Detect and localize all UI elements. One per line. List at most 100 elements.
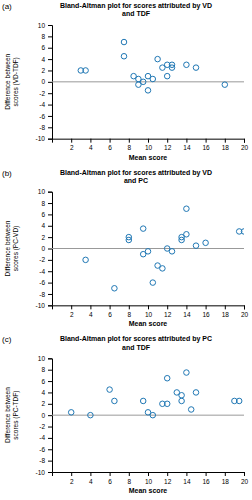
x-tick-label: 16 — [202, 478, 210, 485]
x-tick-label: 8 — [127, 478, 131, 485]
text-line: Bland-Altman plot for scores attributed … — [60, 2, 212, 10]
x-tick-label: 4 — [89, 311, 93, 318]
y-axis-title: Difference betweenscores (VD-TDF) — [4, 54, 20, 110]
y-tick: 8 — [41, 33, 52, 40]
title: Bland-Altman plot for scores attributed … — [60, 169, 212, 184]
x-tick-mark — [186, 472, 187, 476]
y-tick-mark — [48, 59, 52, 60]
x-tick-mark — [129, 139, 130, 143]
x-tick-mark — [110, 305, 111, 309]
x-tick: 20 — [241, 139, 249, 152]
point — [179, 237, 185, 243]
chart-container: (a)Bland-Altman plot for scores attribut… — [0, 0, 252, 500]
y-tick: 2 — [41, 234, 52, 241]
x-tick: 18 — [222, 305, 230, 318]
y-tick-label: -10 — [36, 469, 46, 476]
x-axis-title: Mean score — [129, 154, 168, 161]
y-tick-label: 4 — [41, 222, 45, 229]
y-tick-mark — [48, 116, 52, 117]
y-tick: -10 — [36, 135, 52, 142]
y-tick-label: 8 — [41, 366, 45, 373]
x-tick-label: 16 — [202, 311, 210, 318]
point — [188, 407, 194, 413]
x-tick: 16 — [202, 139, 210, 152]
text-line: and TDF — [122, 10, 151, 17]
x-tick-mark — [90, 139, 91, 143]
x-tick-mark — [167, 472, 168, 476]
point — [83, 257, 89, 263]
x-tick-mark — [225, 472, 226, 476]
y-axis: -10-8-6-4-20246810 — [36, 188, 53, 309]
y-tick: 10 — [38, 355, 52, 362]
x-tick-mark — [206, 305, 207, 309]
x-tick-mark — [244, 472, 245, 476]
y-tick-label: 0 — [41, 78, 45, 85]
y-tick-label: -6 — [39, 113, 45, 120]
x-tick: 20 — [241, 305, 249, 318]
x-tick: 2 — [70, 472, 74, 485]
point — [107, 387, 113, 393]
point — [179, 393, 185, 399]
y-tick: 6 — [41, 378, 52, 385]
y-tick: -6 — [39, 446, 52, 453]
y-tick-mark — [48, 305, 52, 306]
y-tick-mark — [48, 392, 52, 393]
y-tick-mark — [48, 249, 52, 250]
title: Bland-Altman plot for scores attributed … — [60, 335, 212, 350]
x-tick-label: 12 — [164, 144, 172, 151]
y-tick-label: 10 — [38, 22, 46, 29]
x-axis-title: Mean score — [129, 320, 168, 327]
y-tick-label: -8 — [39, 291, 45, 298]
point — [112, 398, 118, 404]
y-tick-label: -2 — [39, 90, 45, 97]
plot-area — [52, 370, 244, 418]
y-tick-label: 4 — [41, 56, 45, 63]
x-tick-label: 2 — [70, 478, 74, 485]
point — [236, 398, 242, 404]
y-tick-mark — [48, 70, 52, 71]
y-tick-label: 0 — [41, 245, 45, 252]
y-tick-mark — [48, 283, 52, 284]
y-tick: 0 — [41, 245, 52, 252]
y-tick-mark — [48, 381, 52, 382]
x-tick: 18 — [222, 472, 230, 485]
text-line: and PC — [124, 177, 148, 184]
point — [179, 398, 185, 404]
point — [160, 266, 166, 272]
y-tick-label: -8 — [39, 124, 45, 131]
x-tick-label: 4 — [89, 478, 93, 485]
point — [241, 229, 244, 235]
y-tick-label: -10 — [36, 302, 46, 309]
text-line: scores (PC-VD) — [12, 226, 20, 272]
x-tick-label: 2 — [70, 144, 74, 151]
y-tick-mark — [48, 438, 52, 439]
x-tick: 6 — [108, 139, 112, 152]
x-tick: 14 — [183, 305, 191, 318]
x-tick-label: 10 — [145, 144, 153, 151]
y-tick-label: 2 — [41, 234, 45, 241]
y-tick-mark — [48, 82, 52, 83]
x-tick-mark — [167, 139, 168, 143]
y-tick-mark — [48, 472, 52, 473]
y-tick: 8 — [41, 200, 52, 207]
x-tick: 4 — [89, 139, 93, 152]
x-tick-label: 20 — [241, 311, 249, 318]
y-tick-label: -2 — [39, 423, 45, 430]
y-tick: -4 — [39, 101, 52, 108]
point — [203, 240, 209, 246]
point — [193, 243, 199, 249]
y-tick: 10 — [38, 188, 52, 195]
panel: (a)Bland-Altman plot for scores attribut… — [2, 2, 248, 161]
x-tick-mark — [110, 472, 111, 476]
x-tick: 4 — [89, 305, 93, 318]
y-tick-mark — [48, 214, 52, 215]
x-tick-label: 2 — [70, 311, 74, 318]
y-tick-label: 4 — [41, 389, 45, 396]
x-tick-label: 14 — [183, 311, 191, 318]
x-tick-label: 14 — [183, 144, 191, 151]
point — [155, 56, 161, 62]
y-tick-mark — [48, 36, 52, 37]
y-tick: 6 — [41, 44, 52, 51]
y-tick-mark — [48, 461, 52, 462]
y-tick: 2 — [41, 400, 52, 407]
